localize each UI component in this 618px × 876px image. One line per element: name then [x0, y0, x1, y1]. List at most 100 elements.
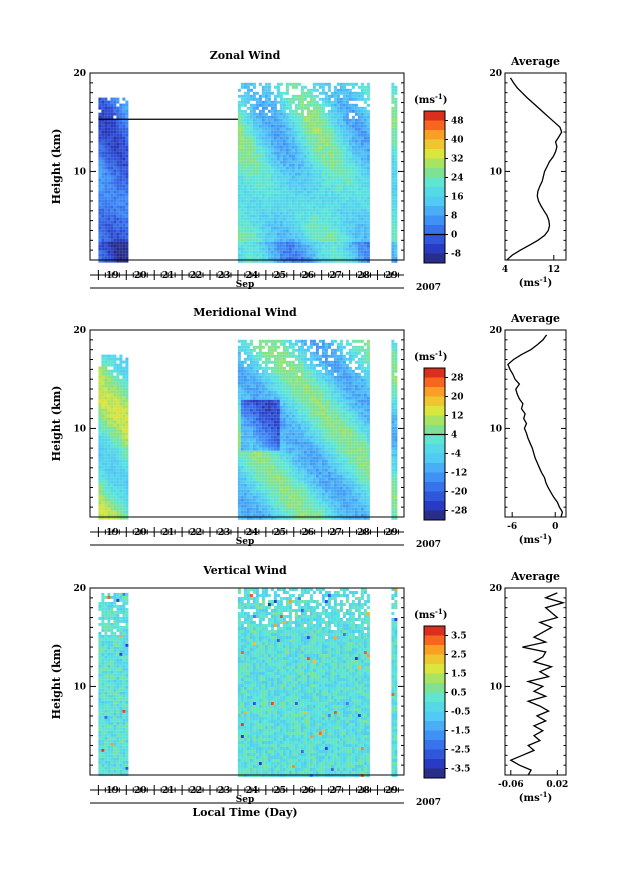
heatmap-cell — [276, 402, 280, 406]
heatmap-cell — [339, 253, 343, 257]
heatmap-cell — [321, 414, 325, 418]
heatmap-cell — [98, 154, 102, 158]
heatmap-cell — [348, 154, 352, 158]
heatmap-cell — [354, 220, 358, 224]
heatmap-cell — [279, 109, 283, 113]
heatmap-cell — [282, 151, 286, 155]
heatmap-cell — [270, 381, 274, 385]
heatmap-cell — [264, 247, 268, 251]
heatmap-cell — [297, 178, 301, 182]
heatmap-cell — [297, 145, 301, 149]
heatmap-cell — [288, 220, 292, 224]
heatmap-cell — [288, 339, 292, 343]
heatmap-cell — [348, 109, 352, 113]
heatmap-cell — [315, 139, 319, 143]
heatmap-cell — [267, 208, 271, 212]
heatmap-cell — [360, 187, 364, 191]
heatmap-cell — [119, 393, 123, 397]
heatmap-cell — [240, 127, 244, 131]
heatmap-cell — [116, 154, 120, 158]
heatmap-cell — [249, 94, 253, 98]
heatmap-cell — [273, 85, 277, 89]
heatmap-cell — [276, 109, 280, 113]
heatmap-cell — [336, 393, 340, 397]
heatmap-cell — [351, 414, 355, 418]
heatmap-cell — [273, 175, 277, 179]
heatmap-cell — [246, 244, 250, 248]
heatmap-cell — [357, 145, 361, 149]
heatmap-cell — [333, 393, 337, 397]
heatmap-cell — [125, 124, 129, 128]
heatmap-cell — [333, 100, 337, 104]
heatmap-cell — [255, 375, 259, 379]
heatmap-cell — [294, 184, 298, 188]
heatmap-cell — [122, 516, 126, 520]
heatmap-cell — [297, 232, 301, 236]
heatmap-cell — [339, 184, 343, 188]
heatmap-cell — [116, 133, 120, 137]
heatmap-cell — [116, 178, 120, 182]
heatmap-cell — [360, 241, 364, 245]
heatmap-cell — [282, 91, 286, 95]
heatmap-cell — [119, 459, 123, 463]
heatmap-cell — [243, 205, 247, 209]
heatmap-cell — [113, 369, 117, 373]
heatmap-cell — [122, 145, 126, 149]
heatmap-cell — [122, 196, 126, 200]
heatmap-cell — [279, 378, 283, 382]
heatmap-cell — [122, 214, 126, 218]
heatmap-cell — [104, 175, 108, 179]
heatmap-cell — [258, 411, 262, 415]
heatmap-cell — [306, 357, 310, 361]
heatmap-cell — [324, 133, 328, 137]
heatmap-cell — [333, 229, 337, 233]
heatmap-cell — [321, 178, 325, 182]
heatmap-cell — [324, 208, 328, 212]
heatmap-cell — [246, 366, 250, 370]
heatmap-cell — [288, 166, 292, 170]
heatmap-cell — [351, 160, 355, 164]
heatmap-cell — [351, 175, 355, 179]
heatmap-cell — [288, 384, 292, 388]
heatmap-cell — [264, 381, 268, 385]
heatmap-cell — [282, 241, 286, 245]
heatmap-cell — [348, 342, 352, 346]
heatmap-cell — [366, 405, 370, 409]
heatmap-cell — [273, 208, 277, 212]
heatmap-cell — [394, 244, 398, 248]
heatmap-cell — [339, 160, 343, 164]
heatmap-cell — [315, 178, 319, 182]
heatmap-cell — [125, 513, 129, 517]
heatmap-cell — [345, 136, 349, 140]
heatmap-cell — [306, 220, 310, 224]
heatmap-cell — [116, 471, 120, 475]
heatmap-cell — [339, 145, 343, 149]
heatmap-cell — [237, 417, 241, 421]
heatmap-cell — [291, 136, 295, 140]
heatmap-cell — [270, 166, 274, 170]
heatmap-cell — [348, 217, 352, 221]
heatmap-cell — [327, 151, 331, 155]
heatmap-cell — [119, 223, 123, 227]
heatmap-cell — [315, 115, 319, 119]
heatmap-cell — [297, 217, 301, 221]
heatmap-cell — [354, 348, 358, 352]
heatmap — [98, 339, 398, 520]
heatmap-cell — [119, 124, 123, 128]
heatmap-cell — [360, 196, 364, 200]
heatmap-cell — [261, 375, 265, 379]
heatmap-cell — [101, 441, 105, 445]
heatmap-cell — [345, 118, 349, 122]
heatmap-cell — [237, 130, 241, 134]
heatmap-cell — [240, 175, 244, 179]
plot-frame — [89, 72, 405, 261]
heatmap-cell — [309, 103, 313, 107]
heatmap-cell — [318, 229, 322, 233]
heatmap-cell — [315, 118, 319, 122]
heatmap-cell — [243, 369, 247, 373]
heatmap-cell — [285, 202, 289, 206]
heatmap-cell — [276, 178, 280, 182]
heatmap-cell — [336, 220, 340, 224]
heatmap-cell — [282, 417, 286, 421]
heatmap-cell — [279, 259, 283, 263]
